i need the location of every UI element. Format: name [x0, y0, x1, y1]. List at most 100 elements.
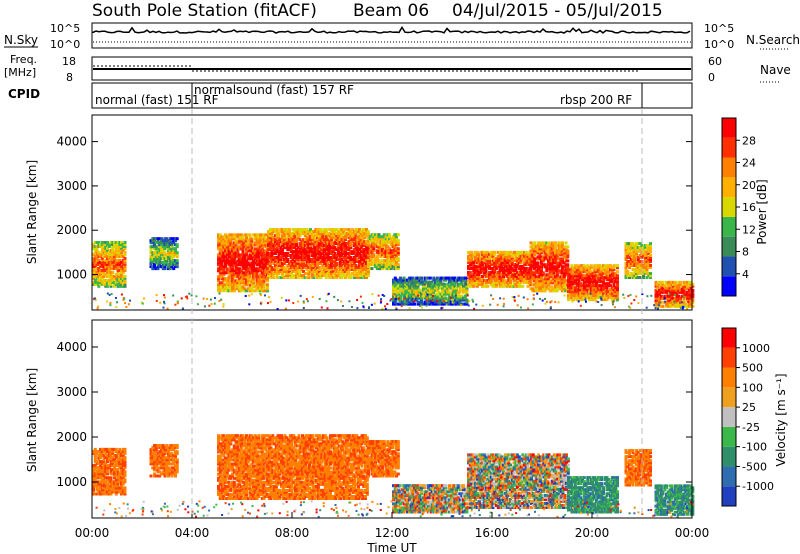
power-speckle — [297, 300, 300, 303]
power-cell — [106, 260, 109, 264]
power-cell — [151, 245, 155, 249]
power-speckle — [629, 293, 632, 296]
power-cell — [106, 248, 109, 252]
power-cell — [106, 280, 109, 284]
power-cell — [116, 260, 120, 264]
power-cell — [151, 259, 155, 263]
power-cell — [114, 250, 118, 254]
power-cell — [92, 262, 95, 266]
power-cell — [250, 237, 254, 241]
power-cell — [104, 264, 108, 268]
power-cell — [118, 250, 122, 254]
power-cell — [566, 249, 570, 253]
power-speckle — [513, 299, 516, 302]
power-speckle — [471, 298, 474, 301]
power-cell — [114, 254, 118, 258]
power-speckle — [383, 295, 386, 297]
power-speckle — [124, 302, 126, 305]
power-speckle — [522, 296, 525, 299]
power-cell — [335, 262, 339, 265]
power-speckle — [202, 297, 205, 300]
power-cell — [92, 274, 95, 278]
power-speckle — [630, 302, 633, 305]
power-speckle — [186, 297, 189, 300]
power-cell — [102, 248, 106, 252]
power-cell — [120, 243, 123, 246]
power-speckle — [541, 299, 544, 302]
power-speckle — [115, 297, 117, 299]
power-speckle — [650, 294, 653, 297]
power-cell — [175, 243, 179, 247]
power-cell — [106, 268, 109, 272]
power-cell — [109, 282, 113, 286]
power-cell — [92, 268, 95, 272]
power-cell — [396, 263, 400, 267]
power-speckle — [613, 306, 616, 309]
power-cell — [92, 256, 95, 260]
power-cell — [120, 272, 123, 276]
power-speckle — [407, 302, 410, 305]
power-cell — [566, 245, 570, 249]
power-cell — [114, 282, 118, 286]
power-cell — [97, 280, 101, 284]
title-station: South Pole Station (fitACF) — [92, 1, 317, 21]
power-speckle — [527, 307, 530, 310]
power-cell — [149, 263, 153, 267]
power-cell — [102, 266, 106, 270]
power-cell — [104, 258, 108, 262]
power-cell — [93, 250, 97, 254]
power-cell — [113, 254, 116, 258]
power-cell — [121, 270, 125, 274]
power-cell — [116, 264, 120, 268]
power-speckle — [431, 299, 434, 302]
power-cell — [111, 256, 115, 260]
power-cell — [521, 284, 525, 288]
power-cell — [175, 251, 179, 255]
power-cell — [151, 253, 155, 257]
power-cell — [109, 284, 113, 288]
power-speckle — [532, 294, 535, 296]
power-speckle — [394, 298, 397, 300]
power-cell — [151, 255, 155, 259]
power-cell — [102, 245, 106, 248]
power-cell — [123, 274, 127, 278]
power-cell — [93, 262, 97, 266]
power-cell — [649, 242, 652, 246]
power-cell — [97, 262, 101, 266]
power-cell — [104, 268, 108, 272]
power-cell — [248, 233, 252, 237]
power-cell — [93, 274, 97, 278]
power-cell — [111, 252, 115, 256]
power-cell — [114, 241, 118, 244]
power-speckle — [600, 304, 603, 306]
power-speckle — [657, 307, 659, 310]
nsearch-label: N.Search — [746, 33, 800, 47]
power-cell — [102, 260, 106, 264]
nsky-line — [92, 25, 691, 34]
power-cell — [465, 298, 469, 302]
power-cell — [95, 266, 99, 270]
power-speckle — [370, 303, 373, 306]
power-cell — [121, 284, 125, 288]
power-cell — [107, 282, 111, 286]
power-cell — [111, 243, 115, 246]
power-cell — [107, 260, 111, 264]
power-cell — [116, 284, 120, 288]
power-cell — [116, 248, 120, 252]
power-cell — [93, 270, 97, 274]
nsearch-tick-top: 10^5 — [704, 22, 734, 35]
power-cell — [104, 280, 108, 284]
power-cell — [566, 263, 570, 267]
power-cell — [95, 246, 99, 250]
power-cell — [118, 264, 122, 268]
power-cell — [113, 256, 116, 260]
power-cell — [123, 266, 127, 270]
power-cell — [107, 262, 111, 266]
power-cell — [541, 271, 545, 275]
power-cell — [151, 265, 155, 269]
power-cell — [107, 272, 111, 276]
power-cell — [100, 282, 104, 286]
power-cell — [99, 272, 102, 276]
power-cell — [97, 243, 101, 246]
power-cell — [113, 274, 116, 278]
